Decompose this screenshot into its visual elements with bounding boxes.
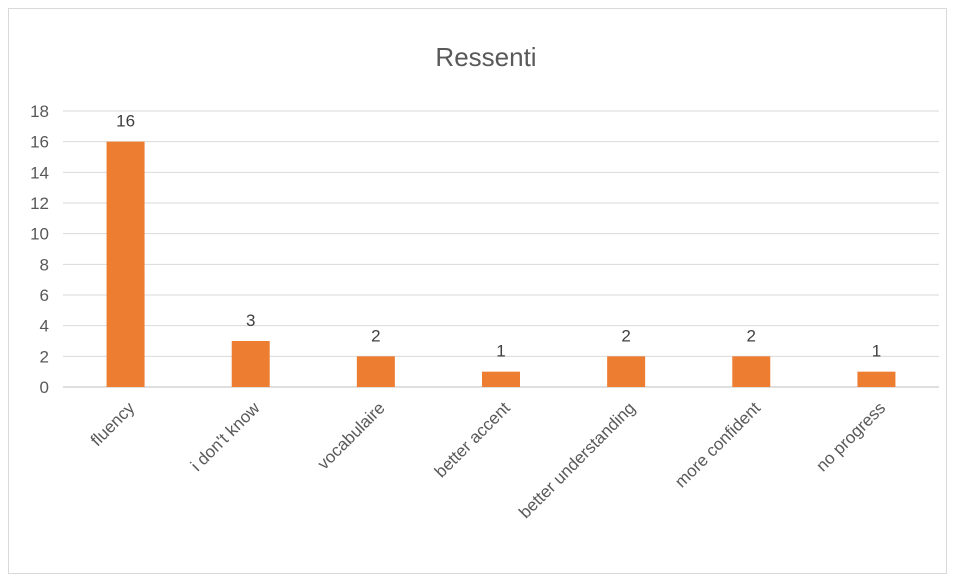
x-axis-categories: fluency i don't know vocabulaire better acc… — [87, 398, 889, 522]
data-label: 2 — [371, 326, 380, 345]
y-tick-label: 8 — [40, 255, 49, 274]
x-category-label: vocabulaire — [314, 398, 389, 473]
data-label: 2 — [747, 326, 756, 345]
y-tick-label: 0 — [40, 378, 49, 397]
bar — [356, 356, 395, 387]
y-tick-label: 6 — [40, 286, 49, 305]
x-category-label: i don't know — [187, 398, 264, 475]
chart-title: Ressenti — [435, 42, 536, 72]
data-label: 1 — [496, 342, 505, 361]
x-category-label: better accent — [431, 398, 514, 481]
chart-frame: Ressenti 0 2 4 6 8 10 12 14 16 18 16 3 2 1 2 2 1 fluenc… — [8, 8, 947, 574]
gridlines — [63, 110, 939, 388]
bar — [607, 356, 646, 387]
bar — [482, 371, 520, 387]
y-tick-label: 18 — [30, 102, 49, 121]
bar — [857, 371, 896, 387]
data-label: 3 — [246, 311, 255, 330]
y-tick-label: 12 — [30, 194, 49, 213]
x-category-label: better understanding — [515, 398, 639, 522]
bar — [231, 341, 270, 387]
y-tick-label: 10 — [30, 225, 49, 244]
data-label: 1 — [872, 342, 881, 361]
data-labels: 16 3 2 1 2 2 1 — [116, 112, 881, 361]
bars — [106, 141, 896, 387]
data-label: 2 — [621, 326, 630, 345]
bar — [106, 141, 145, 387]
y-tick-label: 14 — [30, 163, 49, 182]
data-label: 16 — [116, 112, 135, 131]
y-tick-label: 2 — [40, 347, 49, 366]
y-tick-label: 4 — [40, 317, 49, 336]
bar — [732, 356, 771, 387]
x-category-label: fluency — [87, 398, 139, 450]
y-axis-ticks: 0 2 4 6 8 10 12 14 16 18 — [30, 102, 49, 397]
x-category-label: no progress — [812, 398, 889, 475]
y-tick-label: 16 — [30, 133, 49, 152]
x-category-label: more confident — [671, 398, 764, 491]
